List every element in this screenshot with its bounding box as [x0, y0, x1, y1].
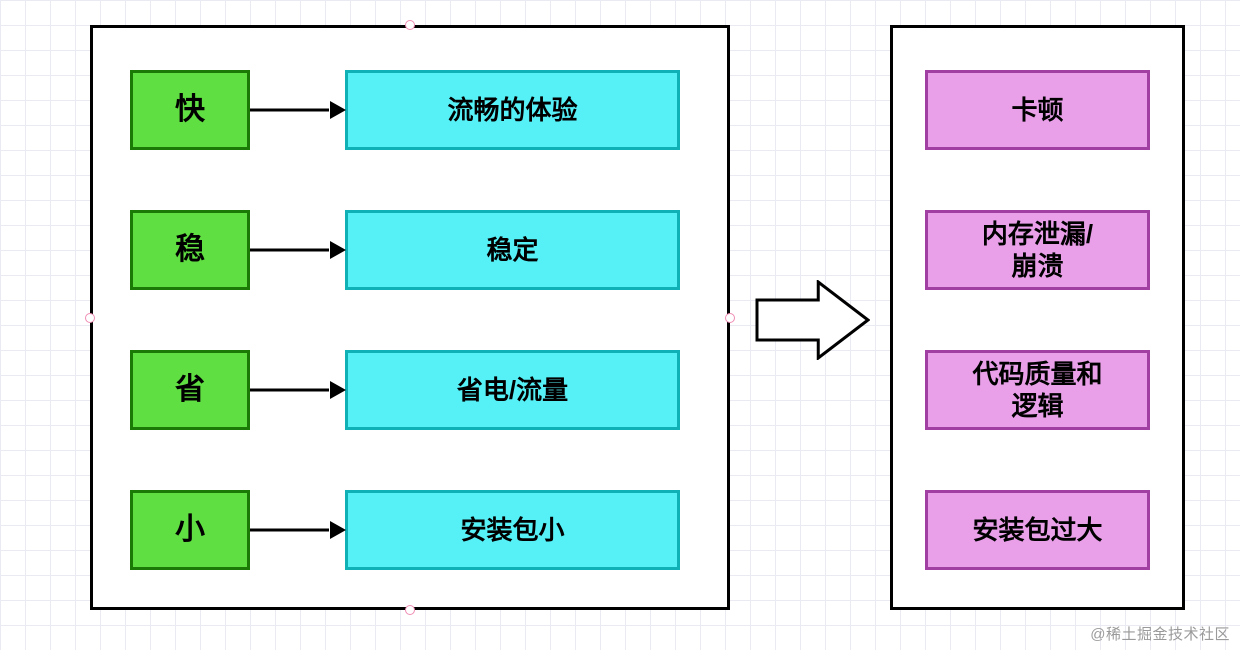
node-label: 内存泄漏/ 崩溃: [982, 218, 1093, 283]
node-p1[interactable]: 卡顿: [925, 70, 1150, 150]
selection-handle-top[interactable]: [405, 20, 415, 30]
node-g1[interactable]: 快: [130, 70, 250, 150]
node-p3[interactable]: 代码质量和 逻辑: [925, 350, 1150, 430]
node-label: 稳: [175, 231, 205, 269]
node-label: 流畅的体验: [447, 94, 577, 127]
selection-handle-left[interactable]: [85, 313, 95, 323]
big-arrow-icon: [755, 280, 870, 360]
node-label: 省: [175, 371, 205, 409]
node-p4[interactable]: 安装包过大: [925, 490, 1150, 570]
node-label: 安装包小: [460, 514, 564, 547]
node-label: 快: [175, 91, 205, 129]
node-label: 稳定: [486, 234, 538, 267]
node-g4[interactable]: 小: [130, 490, 250, 570]
node-label: 小: [175, 511, 205, 549]
arrowhead-icon: [330, 381, 346, 399]
node-label: 安装包过大: [972, 514, 1102, 547]
node-g2[interactable]: 稳: [130, 210, 250, 290]
diagram-canvas: 快稳省小 流畅的体验稳定省电/流量安装包小 卡顿内存泄漏/ 崩溃代码质量和 逻辑安装…: [0, 0, 1240, 650]
node-c4[interactable]: 安装包小: [345, 490, 680, 570]
node-c2[interactable]: 稳定: [345, 210, 680, 290]
node-p2[interactable]: 内存泄漏/ 崩溃: [925, 210, 1150, 290]
arrowhead-icon: [330, 241, 346, 259]
node-label: 卡顿: [1011, 94, 1063, 127]
watermark-text: @稀土掘金技术社区: [1090, 623, 1230, 644]
node-g3[interactable]: 省: [130, 350, 250, 430]
arrowhead-icon: [330, 101, 346, 119]
arrowhead-icon: [330, 521, 346, 539]
node-c3[interactable]: 省电/流量: [345, 350, 680, 430]
node-c1[interactable]: 流畅的体验: [345, 70, 680, 150]
selection-handle-right[interactable]: [725, 313, 735, 323]
node-label: 代码质量和 逻辑: [972, 358, 1102, 423]
node-label: 省电/流量: [457, 374, 568, 407]
selection-handle-bottom[interactable]: [405, 605, 415, 615]
